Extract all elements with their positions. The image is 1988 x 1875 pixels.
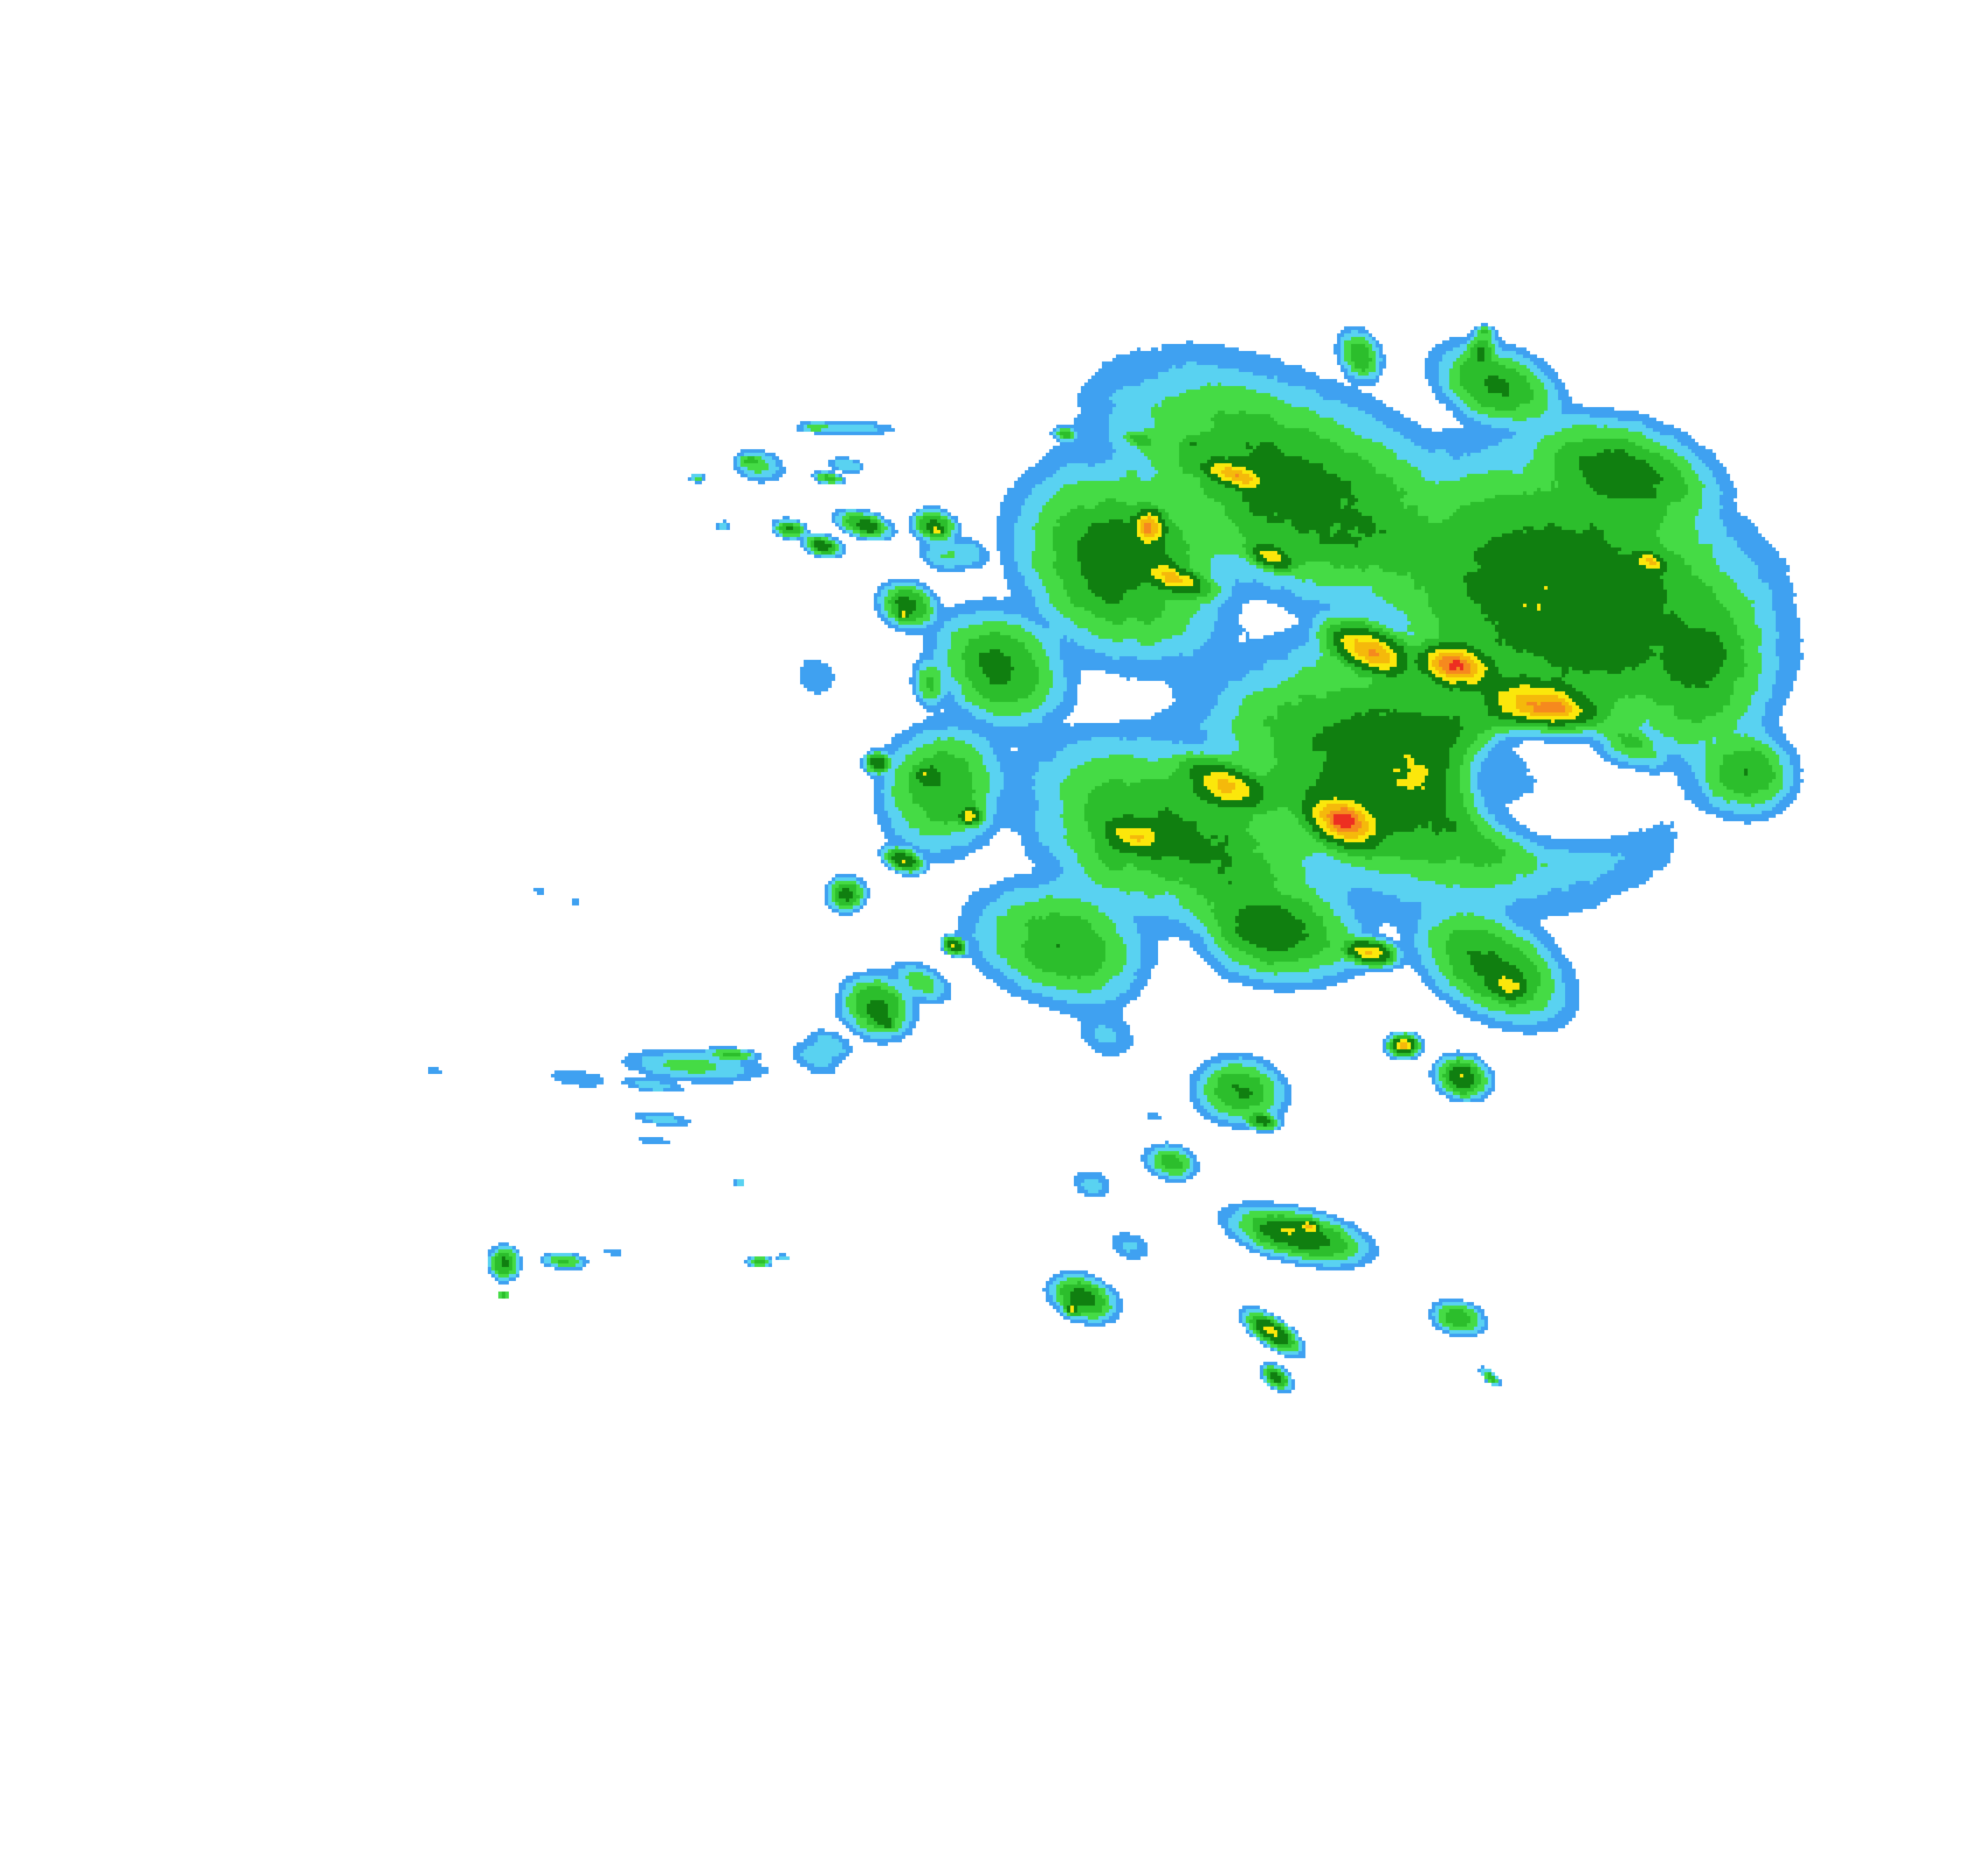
precipitation-radar-layer: [0, 0, 1988, 1875]
radar-map: [0, 0, 1988, 1875]
